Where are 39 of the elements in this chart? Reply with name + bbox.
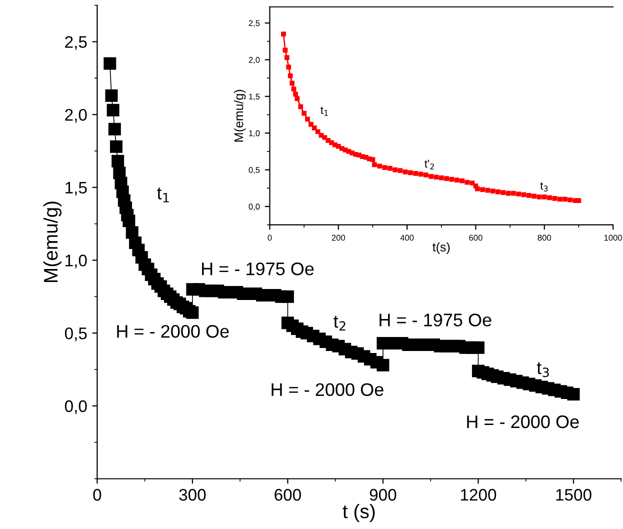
y-axis-title: M(emu/g) bbox=[234, 90, 246, 142]
x-axis-title: t(s) bbox=[432, 242, 450, 254]
y-tick-label: 0,5 bbox=[64, 327, 87, 342]
y-tick-label: 1,0 bbox=[249, 130, 260, 138]
annotation: H = - 2000 Oe bbox=[272, 383, 384, 396]
x-tick-label: 0 bbox=[93, 488, 102, 501]
y-axis-title: M(emu/g) bbox=[43, 202, 62, 282]
x-tick-label: 300 bbox=[179, 488, 206, 501]
annotation: H = - 1975 Oe bbox=[202, 262, 314, 276]
y-tick-label: 0,0 bbox=[248, 204, 260, 211]
x-tick-label: 1000 bbox=[604, 234, 622, 241]
annotation: H = - 1975 Oe bbox=[380, 314, 492, 326]
y-tick-label: 1,5 bbox=[66, 182, 87, 196]
y-tick-label: 0,5 bbox=[248, 166, 260, 174]
annotation: t$_{2}$ bbox=[334, 316, 346, 331]
x-tick-label: 200 bbox=[332, 234, 346, 241]
annotation: t$_{1}$ bbox=[157, 188, 169, 202]
y-tick-label: 1,0 bbox=[66, 254, 87, 268]
y-tick-label: 2,0 bbox=[248, 56, 260, 64]
annotation: t'$_{2}$ bbox=[424, 160, 434, 170]
annotation: H = - 2000 Oe bbox=[467, 415, 579, 428]
y-tick-label: 2,5 bbox=[65, 36, 87, 50]
annotation: t$_{3}$ bbox=[540, 182, 548, 192]
y-tick-label: 1,5 bbox=[249, 94, 260, 100]
x-tick-label: 800 bbox=[538, 234, 552, 241]
x-tick-label: 400 bbox=[400, 234, 414, 241]
x-tick-label: 0 bbox=[268, 234, 272, 241]
annotation: t$_{3}$ bbox=[536, 362, 549, 378]
annotation: H = - 2000 Oe bbox=[117, 324, 229, 338]
x-tick-label: 1200 bbox=[460, 488, 496, 501]
y-tick-label: 0,0 bbox=[64, 400, 87, 414]
x-tick-label: 600 bbox=[274, 488, 301, 501]
y-tick-label: 2,0 bbox=[65, 108, 87, 123]
x-tick-label: 600 bbox=[469, 234, 482, 241]
x-tick-label: 1500 bbox=[556, 488, 592, 501]
x-tick-label: 900 bbox=[370, 488, 396, 501]
x-axis-title: t (s) bbox=[342, 504, 375, 522]
annotation: t$_{1}$ bbox=[320, 106, 328, 116]
y-tick-label: 2,5 bbox=[248, 20, 260, 28]
